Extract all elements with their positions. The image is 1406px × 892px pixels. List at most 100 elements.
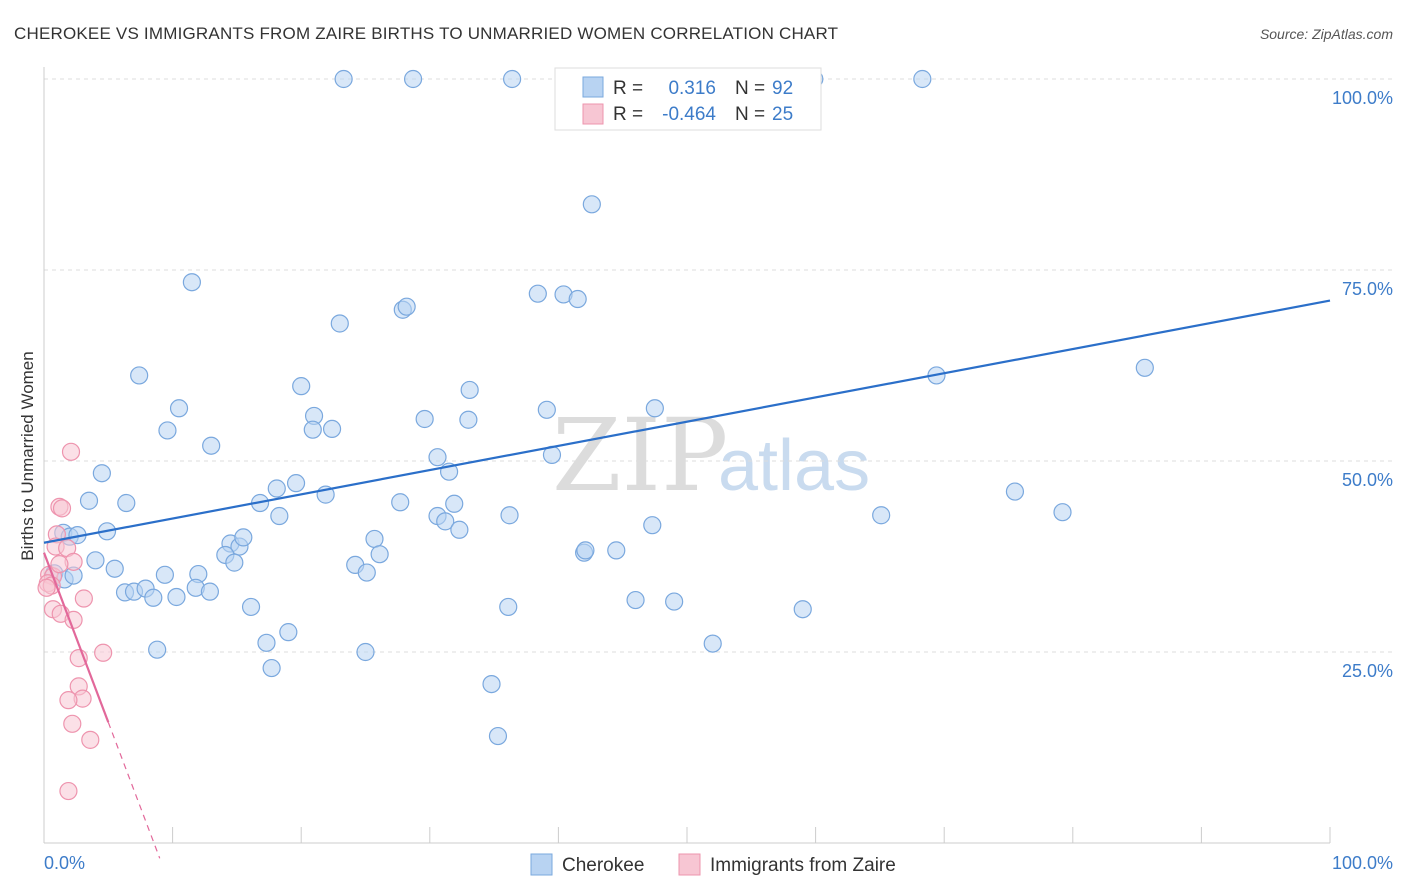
cherokee-point — [225, 553, 244, 572]
zaire-point — [61, 442, 81, 461]
cherokee-point — [397, 297, 416, 316]
cherokee-point — [303, 420, 322, 439]
zaire-point — [63, 714, 82, 733]
legend-n-value-1: 92 — [772, 78, 793, 99]
cherokee-point — [169, 399, 189, 418]
cherokee-point — [500, 506, 519, 525]
legend-n-label-1: N = — [735, 78, 765, 99]
cherokee-point — [1005, 482, 1025, 501]
cherokee-point — [200, 582, 219, 601]
zaire-point — [94, 643, 113, 662]
legend-n-label-2: N = — [735, 104, 765, 125]
cherokee-point — [167, 587, 186, 607]
cherokee-point — [537, 400, 556, 419]
cherokee-point — [182, 273, 201, 292]
cherokee-point — [241, 597, 261, 617]
zaire-point — [59, 781, 78, 801]
cherokee-point — [450, 520, 469, 539]
cherokee-point — [356, 642, 375, 662]
cherokee-point — [482, 674, 501, 694]
cherokee-point — [267, 479, 286, 498]
cherokee-point — [330, 314, 349, 333]
legend-r-label-1: R = — [613, 78, 643, 99]
trend-lines — [42, 299, 1331, 859]
cherokee-point — [913, 69, 932, 89]
legend-r-value-2: -0.464 — [662, 104, 716, 125]
cherokee-point — [568, 289, 587, 309]
cherokee-point — [665, 592, 684, 611]
trend-line-zaire-extension — [107, 722, 161, 859]
cherokee-point — [391, 493, 410, 512]
trend-line-zaire — [42, 552, 110, 723]
cherokee-point — [576, 541, 595, 560]
series-zaire — [37, 442, 113, 801]
cherokee-point — [370, 545, 389, 564]
cherokee-point — [158, 421, 177, 440]
cherokee-point — [365, 529, 384, 549]
cherokee-point — [86, 551, 105, 570]
bottom-legend-label-zaire: Immigrants from Zaire — [710, 855, 896, 876]
cherokee-point — [286, 474, 306, 493]
watermark-zip: ZIP — [552, 397, 728, 514]
legend-swatch-cherokee — [582, 76, 604, 98]
cherokee-point — [582, 195, 601, 214]
cherokee-point — [1053, 503, 1072, 522]
cherokee-point — [503, 69, 522, 89]
zaire-point — [52, 499, 72, 518]
cherokee-point — [262, 658, 281, 678]
cherokee-point — [79, 491, 99, 510]
chart-title: CHEROKEE VS IMMIGRANTS FROM ZAIRE BIRTHS… — [14, 24, 838, 43]
cherokee-point — [270, 506, 289, 526]
cherokee-point — [144, 588, 163, 607]
cherokee-point — [357, 563, 376, 582]
cherokee-point — [334, 69, 353, 89]
cherokee-point — [403, 69, 423, 89]
cherokee-point — [202, 436, 221, 455]
cherokee-point — [117, 493, 136, 513]
cherokee-point — [460, 380, 479, 400]
cherokee-point — [445, 494, 464, 513]
bottom-legend-swatch-zaire — [678, 853, 701, 876]
legend-n-value-2: 25 — [772, 104, 793, 125]
cherokee-point — [528, 284, 547, 303]
zaire-point — [50, 555, 69, 574]
cherokee-point — [436, 512, 455, 531]
cherokee-point — [155, 565, 174, 584]
cherokee-point — [645, 399, 664, 418]
cherokee-point — [488, 726, 508, 746]
legend-r-label-2: R = — [613, 104, 643, 125]
cherokee-point — [322, 419, 342, 439]
cherokee-point — [428, 448, 447, 467]
x-tick-label-min: 0.0% — [44, 853, 85, 873]
bottom-legend-swatch-cherokee — [530, 853, 553, 876]
legend-swatch-zaire — [582, 103, 604, 125]
zaire-point — [37, 578, 56, 597]
cherokee-point — [499, 597, 518, 617]
y-tick-label-100: 100.0% — [1332, 88, 1393, 108]
cherokee-point — [415, 409, 434, 429]
y-tick-label-25: 25.0% — [1342, 661, 1393, 681]
cherokee-point — [105, 559, 124, 578]
cherokee-point — [279, 623, 298, 642]
x-axis-ticks — [43, 827, 1331, 843]
cherokee-point — [130, 366, 149, 385]
chart-source: Source: ZipAtlas.com — [1260, 26, 1393, 42]
y-axis-label: Births to Unmarried Women — [18, 351, 37, 560]
watermark-atlas: atlas — [718, 426, 870, 506]
cherokee-point — [148, 640, 167, 659]
cherokee-point — [872, 506, 891, 525]
stats-legend: R = 0.316 N = 92 R = -0.464 N = 25 — [554, 67, 822, 131]
series-cherokee — [45, 69, 1154, 746]
zaire-point — [74, 589, 93, 608]
cherokee-point — [703, 634, 722, 653]
bottom-legend-label-cherokee: Cherokee — [562, 855, 644, 876]
cherokee-point — [643, 516, 662, 535]
cherokee-point — [292, 377, 311, 396]
cherokee-point — [234, 528, 253, 547]
series-legend: Cherokee Immigrants from Zaire — [530, 853, 896, 876]
cherokee-point — [257, 633, 276, 652]
y-tick-label-50: 50.0% — [1342, 470, 1393, 490]
zaire-point — [59, 691, 78, 710]
cherokee-point — [626, 590, 645, 610]
cherokee-point — [459, 410, 478, 429]
